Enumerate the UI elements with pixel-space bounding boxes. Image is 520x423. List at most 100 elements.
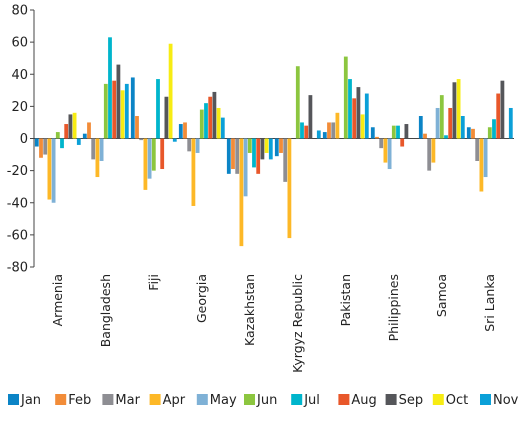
bar-mar-sri-lanka [475,138,480,161]
bar-nov-bangladesh [124,83,129,139]
bar-jan-armenia [34,138,39,147]
bar-nov-armenia [76,138,81,145]
bar-sep-bangladesh [116,64,121,139]
bar-jul-fiji [156,79,160,139]
bar-feb-georgia [183,122,187,139]
legend-swatch-jun [244,394,255,405]
bar-may-philippines [387,138,392,170]
bar-aug-fiji [160,138,165,170]
bar-jun-bangladesh [103,83,108,139]
bar-jan-georgia [178,124,183,139]
bar-apr-georgia [191,138,196,206]
bar-mar-kazakhstan [235,138,240,174]
bar-jul-bangladesh [108,37,112,139]
bar-nov-georgia [220,117,225,139]
bar-sep-kyrgyz-republic [308,95,313,139]
x-tick-label: Samoa [434,274,449,317]
x-tick-label: Sri Lanka [482,274,497,332]
legend-label-jul: Jul [303,393,320,408]
bar-feb-armenia [39,138,43,158]
bar-mar-samoa [427,138,432,171]
bar-aug-kazakhstan [256,138,261,174]
bar-sep-armenia [68,114,73,139]
bar-feb-kyrgyz-republic [279,138,283,153]
bar-sep-georgia [212,91,217,139]
bar-aug-pakistan [352,98,357,139]
bar-jun-pakistan [343,56,348,139]
bar-mar-fiji [139,138,144,141]
bar-jun-samoa [439,95,444,139]
bar-jun-fiji [151,138,156,171]
legend-swatch-sep [385,394,397,405]
bar-apr-kazakhstan [239,138,244,247]
bar-apr-armenia [47,138,52,200]
bar-mar-kyrgyz-republic [283,138,288,182]
bar-aug-philippines [400,138,405,147]
bar-sep-samoa [452,82,457,139]
bar-jun-armenia [55,132,60,139]
y-tick-label: 20 [11,100,28,115]
x-tick-label: Kyrgyz Republic [290,274,305,373]
bar-apr-kyrgyz-republic [287,138,292,239]
y-tick-label: 60 [11,36,28,51]
y-tick-label: 40 [11,68,28,83]
bar-jul-armenia [60,138,64,149]
x-tick-label: Armenia [50,274,65,326]
legend-swatch-nov [480,394,491,405]
bar-feb-philippines [375,136,379,139]
y-tick-label: 0 [20,132,28,147]
bar-nov-kazakhstan [268,138,273,160]
bar-may-fiji [147,138,152,179]
y-tick-label: -60 [7,228,28,243]
bar-oct-samoa [456,79,461,139]
bar-jul-georgia [204,103,208,139]
bar-oct-fiji [168,43,173,139]
legend-label-may: May [210,393,237,408]
legend-swatch-oct [432,394,444,405]
x-tick-label: Bangladesh [98,274,113,347]
legend-swatch-mar [102,394,114,405]
bar-oct-pakistan [360,114,365,139]
x-tick-label: Philippines [386,274,401,341]
bar-may-kazakhstan [243,138,248,197]
bar-jun-kyrgyz-republic [295,66,300,139]
bar-mar-pakistan [331,122,336,139]
y-tick-label: 80 [11,4,28,19]
bar-nov-fiji [172,138,177,142]
bar-apr-samoa [431,138,436,163]
bar-sep-sri-lanka [500,80,505,139]
bar-apr-pakistan [335,112,340,139]
bar-aug-armenia [64,124,69,139]
legend-label-apr: Apr [163,393,186,408]
bar-jul-samoa [444,135,448,139]
bar-sep-kazakhstan [260,138,265,160]
bar-jan-pakistan [322,132,327,139]
bar-may-sri-lanka [483,138,488,178]
bar-jul-sri-lanka [492,119,496,139]
bar-jan-philippines [370,127,375,139]
bar-sep-philippines [404,124,409,139]
legend-label-aug: Aug [351,393,376,408]
bar-nov-samoa [460,116,465,139]
bar-feb-samoa [423,133,427,139]
bar-feb-pakistan [327,122,331,139]
bar-jul-philippines [396,125,400,139]
bar-jun-sri-lanka [487,127,492,139]
bar-mar-bangladesh [91,138,96,160]
x-tick-label: Fiji [146,274,161,291]
bar-jan-kazakhstan [226,138,231,174]
bar-mar-georgia [187,138,192,152]
bar-apr-bangladesh [95,138,100,178]
legend-label-oct: Oct [446,393,468,408]
y-tick-label: -80 [7,261,28,276]
bar-aug-bangladesh [112,80,117,139]
legend-label-mar: Mar [115,393,140,408]
bar-may-georgia [195,138,200,153]
bar-oct-bangladesh [120,90,125,139]
legend-swatch-jul [291,394,303,405]
bar-jan-samoa [418,116,423,139]
bar-jun-kazakhstan [247,138,252,153]
bar-aug-samoa [448,107,453,139]
bar-jul-pakistan [348,79,352,139]
